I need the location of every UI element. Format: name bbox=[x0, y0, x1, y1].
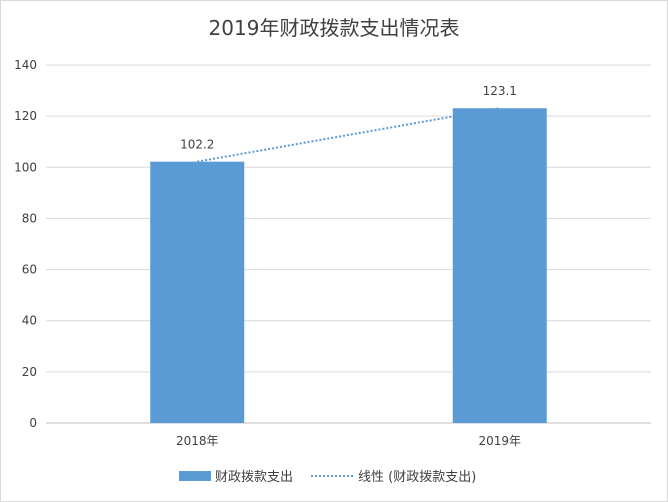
y-tick-label: 60 bbox=[22, 263, 37, 277]
y-tick-label: 100 bbox=[14, 160, 37, 174]
legend-swatch-bar bbox=[179, 471, 211, 481]
bars bbox=[150, 108, 547, 424]
x-tick-label: 2018年 bbox=[176, 434, 219, 448]
y-tick-label: 80 bbox=[22, 211, 37, 225]
y-axis-ticks: 0 20 40 60 80 100 120 140 bbox=[14, 58, 37, 430]
trendline bbox=[197, 107, 500, 163]
trendline-group bbox=[197, 107, 500, 163]
chart-title: 2019年财政拨款支出情况表 bbox=[209, 16, 460, 40]
data-label: 123.1 bbox=[483, 84, 517, 98]
data-label: 102.2 bbox=[180, 138, 214, 152]
gridlines bbox=[46, 64, 651, 424]
bar bbox=[150, 161, 245, 423]
y-tick-label: 0 bbox=[29, 416, 37, 430]
y-tick-label: 140 bbox=[14, 58, 37, 72]
legend-label-trendline: 线性 (财政拨款支出) bbox=[358, 470, 476, 485]
data-labels: 102.2 123.1 bbox=[180, 84, 517, 151]
x-axis-ticks: 2018年 2019年 bbox=[176, 434, 521, 448]
bar bbox=[452, 108, 547, 424]
legend: 财政拨款支出 线性 (财政拨款支出) bbox=[179, 470, 476, 485]
y-tick-label: 40 bbox=[22, 314, 37, 328]
x-tick-label: 2019年 bbox=[478, 434, 521, 448]
y-tick-label: 120 bbox=[14, 109, 37, 123]
y-tick-label: 20 bbox=[22, 365, 37, 379]
legend-label-bar: 财政拨款支出 bbox=[215, 470, 293, 485]
